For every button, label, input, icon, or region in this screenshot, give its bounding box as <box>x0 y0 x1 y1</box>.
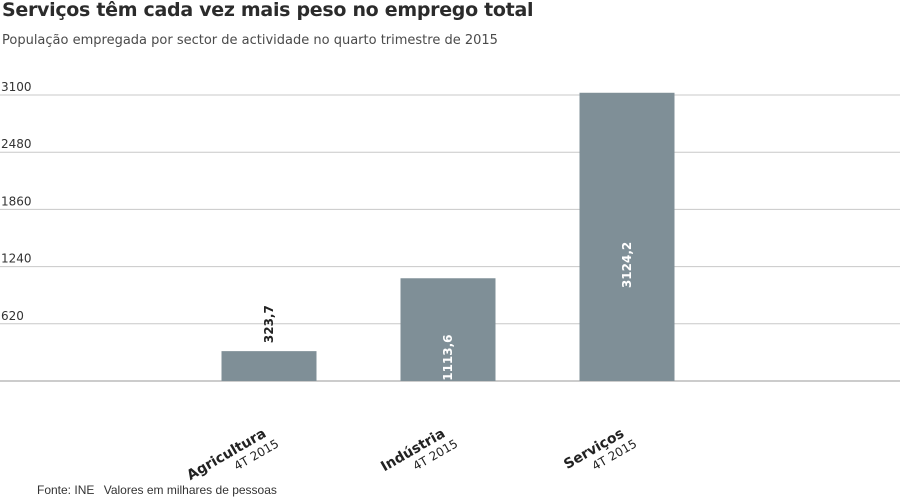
y-tick-label: 2480 <box>1 137 32 151</box>
y-axis-ticks: 620 1240 1860 2480 3100 <box>1 80 32 323</box>
source-note: Fonte: INE <box>37 483 95 497</box>
value-labels: 323,7 1113,6 3124,2 <box>262 242 634 381</box>
bars <box>221 92 675 381</box>
chart-footer: Fonte: INE Valores em milhares de pessoa… <box>37 483 277 497</box>
units-note: Valores em milhares de pessoas <box>103 483 277 497</box>
value-label: 3124,2 <box>620 242 634 288</box>
y-tick-label: 620 <box>1 309 24 323</box>
y-tick-label: 3100 <box>1 80 32 94</box>
y-tick-label: 1240 <box>1 252 32 266</box>
chart-subtitle: População empregada por sector de activi… <box>2 33 498 48</box>
chart-title: Serviços têm cada vez mais peso no empre… <box>2 0 534 21</box>
value-label: 323,7 <box>262 305 276 343</box>
value-label: 1113,6 <box>441 334 455 380</box>
bar <box>221 351 317 381</box>
bar <box>400 278 496 381</box>
bar <box>579 92 675 381</box>
y-tick-label: 1860 <box>1 194 32 208</box>
